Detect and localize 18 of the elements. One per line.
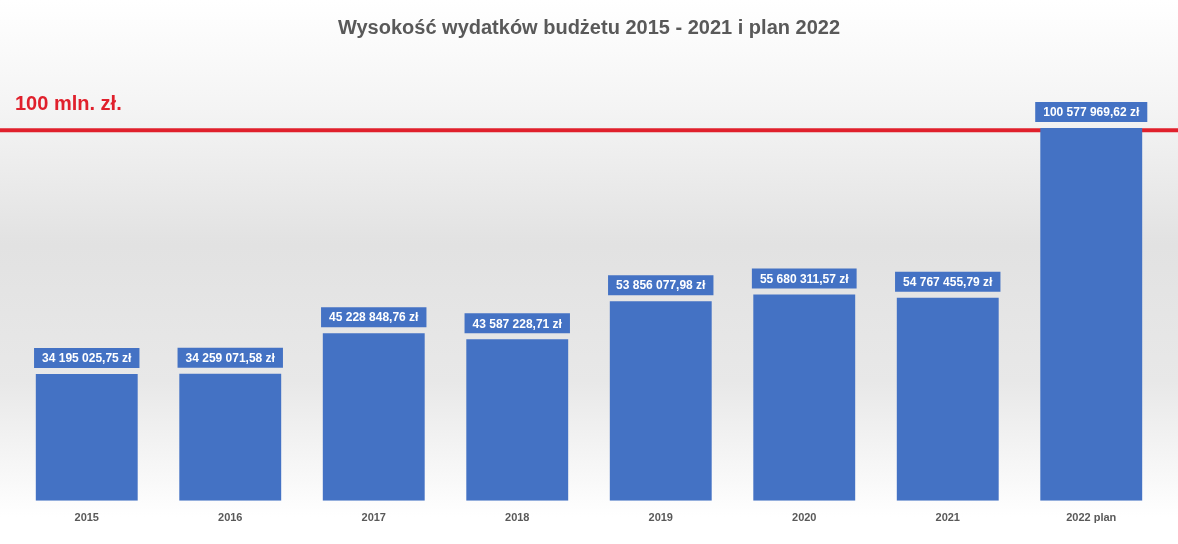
data-label: 45 228 848,76 zł — [329, 310, 420, 325]
ref-line-label: 100 mln. zł. — [15, 92, 122, 115]
x-tick-label: 2018 — [505, 511, 530, 524]
x-tick-label: 2022 plan — [1066, 511, 1117, 524]
data-label: 100 577 969,62 zł — [1043, 105, 1140, 120]
x-tick-label: 2019 — [648, 511, 673, 524]
x-tick-label: 2020 — [792, 511, 817, 524]
x-tick-label: 2021 — [935, 511, 960, 524]
x-tick-label: 2017 — [361, 511, 386, 524]
chart-title: Wysokość wydatków budżetu 2015 - 2021 i plan 2022 — [337, 15, 841, 38]
data-label: 53 856 077,98 zł — [616, 278, 707, 293]
x-tick-label: 2016 — [218, 511, 243, 524]
data-label: 55 680 311,57 zł — [759, 271, 850, 286]
x-tick-label: 2015 — [74, 511, 99, 524]
data-label: 34 259 071,58 zł — [185, 351, 276, 366]
data-label: 43 587 228,71 zł — [472, 316, 563, 331]
data-label: 34 195 025,75 zł — [42, 351, 133, 366]
data-label: 54 767 455,79 zł — [903, 275, 994, 290]
